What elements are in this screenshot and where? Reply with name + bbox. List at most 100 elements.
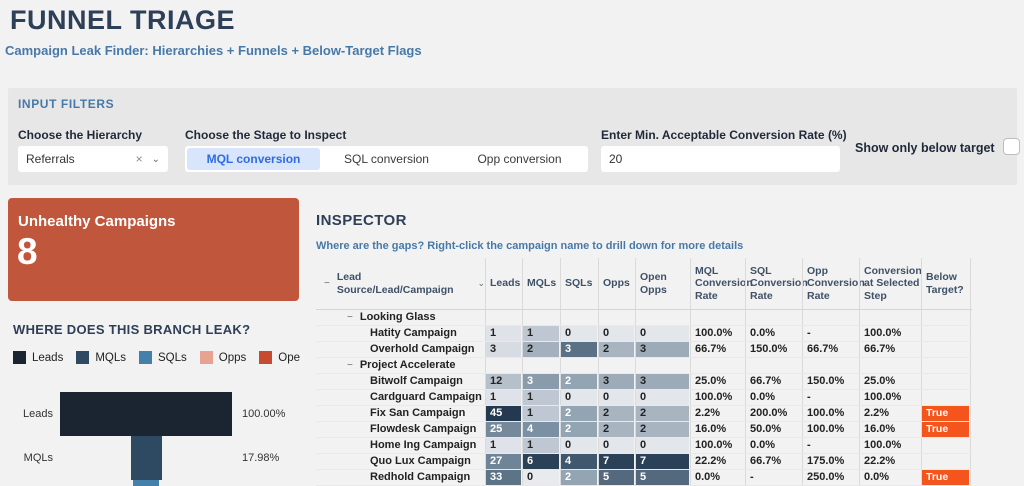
count-cell: 3: [635, 342, 690, 357]
below-target-badge: True: [922, 470, 969, 485]
table-row: Cardguard Campaign 1 1 0 0 0 100.0% 0.0% -100.0%: [316, 390, 972, 406]
count-cell: 0: [522, 470, 560, 485]
column-header[interactable]: Opps: [598, 258, 635, 309]
empty-cell: [560, 310, 598, 325]
funnel-bar[interactable]: [133, 480, 159, 486]
count-cell: 1: [522, 406, 560, 421]
stage-option[interactable]: SQL conversion: [344, 152, 429, 166]
table-row: Fix San Campaign 45 1 2 2 2 2.2% 200.0% 100.0% 2.…: [316, 406, 972, 422]
funnel-stage-row: [0, 480, 300, 486]
funnel-section-title: WHERE DOES THIS BRANCH LEAK?: [13, 322, 251, 337]
rate-cell: 100.0%: [690, 390, 745, 405]
column-header[interactable]: Open Opps: [635, 258, 690, 309]
count-tile: 1: [523, 438, 559, 453]
column-header[interactable]: MQLs: [522, 258, 560, 309]
collapse-all-icon[interactable]: −: [324, 277, 330, 289]
rate-cell: 0.0%: [690, 470, 745, 485]
min-rate-input[interactable]: [601, 146, 840, 172]
rate-cell: 100.0%: [690, 326, 745, 341]
count-tile: 3: [523, 374, 559, 389]
count-tile: 7: [636, 454, 689, 469]
count-tile: 1: [523, 406, 559, 421]
stage-option[interactable]: MQL conversion: [187, 148, 320, 170]
column-header[interactable]: SQL Conversion Rate: [745, 258, 808, 309]
rate-cell: 66.7%: [802, 342, 859, 357]
collapse-icon[interactable]: −: [347, 360, 353, 371]
column-header[interactable]: Below Target?: [921, 258, 971, 309]
group-column-header[interactable]: − Lead Source/Lead/Campaign ⌄: [316, 258, 485, 309]
count-cell: 0: [635, 326, 690, 341]
count-cell: 0: [560, 326, 598, 341]
count-tile: 2: [636, 406, 689, 421]
funnel-bar[interactable]: [60, 392, 232, 436]
campaign-name-cell[interactable]: Overhold Campaign: [370, 343, 475, 355]
legend-label: MQLs: [95, 351, 127, 364]
stage-option[interactable]: Opp conversion: [477, 152, 562, 166]
count-cell: 1: [485, 326, 522, 341]
column-header[interactable]: SQLs: [560, 258, 598, 309]
empty-cell: [635, 310, 690, 325]
collapse-icon[interactable]: −: [347, 312, 353, 323]
column-header[interactable]: MQL Conversion Rate: [690, 258, 753, 309]
count-tile: 5: [599, 470, 634, 485]
campaign-name-cell[interactable]: Redhold Campaign: [370, 471, 471, 483]
rate-cell: 100.0%: [859, 390, 921, 405]
campaign-name-cell[interactable]: Cardguard Campaign: [370, 391, 482, 403]
empty-cell: [485, 358, 522, 373]
empty-cell: [485, 310, 522, 325]
table-row: Home Ing Campaign 1 1 0 0 0 100.0% 0.0% -100.0%: [316, 438, 972, 454]
group-row-name[interactable]: − Project Accelerate: [316, 358, 485, 373]
stage-label: Choose the Stage to Inspect: [185, 128, 347, 142]
count-tile: 6: [523, 454, 559, 469]
unhealthy-campaigns-card: Unhealthy Campaigns 8: [8, 198, 299, 301]
column-header[interactable]: Leads: [485, 258, 522, 309]
campaign-name-cell[interactable]: Fix San Campaign: [370, 407, 466, 419]
count-cell: 7: [598, 454, 635, 469]
campaign-name-cell[interactable]: Bitwolf Campaign: [370, 375, 463, 387]
group-row-name[interactable]: − Looking Glass: [316, 310, 485, 325]
count-tile: 3: [636, 342, 689, 357]
campaign-name-cell[interactable]: Quo Lux Campaign: [370, 455, 471, 467]
table-row: Bitwolf Campaign 12 3 2 3 3 25.0% 66.7% 150.0% 25…: [316, 374, 972, 390]
count-cell: 0: [635, 390, 690, 405]
below-target-cell: [921, 326, 971, 341]
count-tile: 2: [561, 422, 597, 437]
below-target-cell: [921, 438, 971, 453]
count-tile: 4: [523, 422, 559, 437]
campaign-name-cell[interactable]: Hatity Campaign: [370, 327, 457, 339]
clear-icon[interactable]: ×: [135, 152, 143, 166]
empty-cell: [859, 358, 921, 373]
empty-cell: [690, 310, 745, 325]
below-target-checkbox[interactable]: [1003, 138, 1020, 155]
rate-cell: -: [802, 438, 859, 453]
hierarchy-label: Choose the Hierarchy: [18, 128, 143, 142]
legend-label: SQLs: [158, 351, 187, 364]
table-row: Overhold Campaign 3 2 3 2 3 66.7% 150.0% 66.7% 66…: [316, 342, 972, 358]
campaign-name-cell[interactable]: Flowdesk Campaign: [370, 423, 477, 435]
column-header[interactable]: Opp Conversion Rate: [802, 258, 865, 309]
empty-cell: [921, 358, 971, 373]
count-cell: 2: [522, 342, 560, 357]
column-header[interactable]: Conversion at Selected Step: [859, 258, 922, 309]
count-cell: 3: [598, 374, 635, 389]
sort-chevron-icon[interactable]: ⌄: [477, 278, 485, 289]
count-cell: 1: [485, 390, 522, 405]
count-tile: 0: [636, 390, 689, 405]
count-tile: 25: [486, 422, 521, 437]
rate-cell: 100.0%: [802, 422, 859, 437]
rate-cell: 16.0%: [690, 422, 745, 437]
hierarchy-dropdown[interactable]: Referrals × ⌄: [18, 146, 168, 172]
count-cell: 33: [485, 470, 522, 485]
group-name: Project Accelerate: [359, 359, 456, 371]
count-cell: 45: [485, 406, 522, 421]
chevron-down-icon[interactable]: ⌄: [151, 153, 160, 165]
count-cell: 4: [560, 454, 598, 469]
empty-cell: [560, 358, 598, 373]
campaign-name-cell[interactable]: Home Ing Campaign: [370, 439, 477, 451]
legend-swatch: [13, 351, 26, 364]
funnel-bar[interactable]: [130, 436, 162, 480]
count-cell: 0: [598, 438, 635, 453]
empty-cell: [921, 310, 971, 325]
rate-cell: 22.2%: [690, 454, 745, 469]
table-row: Redhold Campaign 33 0 2 5 5 0.0% -250.0% 0.0% Tru…: [316, 470, 972, 486]
